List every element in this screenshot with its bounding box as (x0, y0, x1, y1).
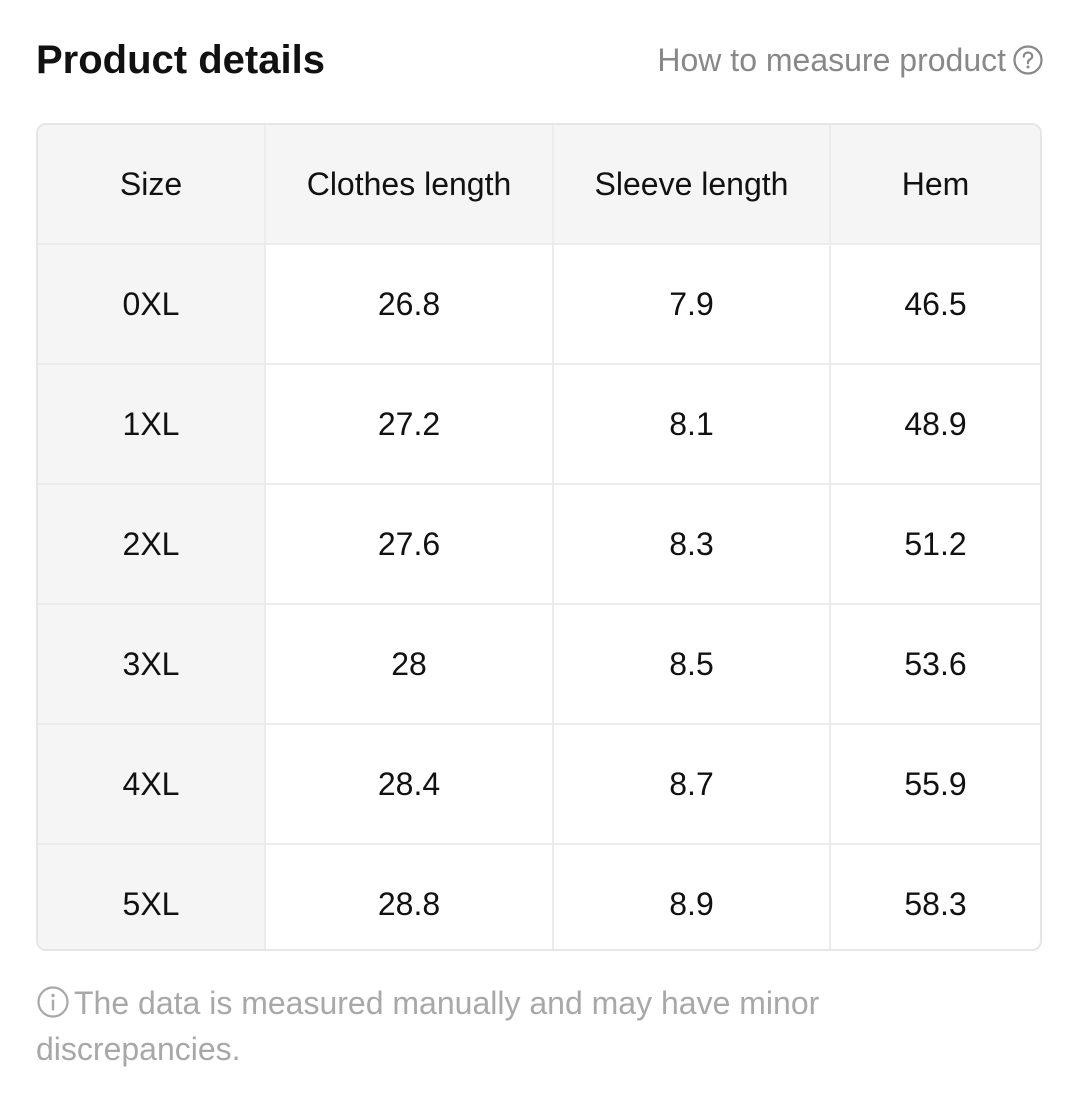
sleeve-length-cell: 8.7 (553, 724, 831, 845)
how-to-measure-label: How to measure product (657, 41, 1006, 78)
table-row: 0XL 26.8 7.9 46.5 (38, 244, 1040, 365)
table-row: 1XL 27.2 8.1 48.9 (38, 364, 1040, 485)
size-cell: 4XL (38, 724, 266, 845)
clothes-length-cell: 28 (265, 604, 554, 725)
size-cell: 5XL (38, 844, 266, 949)
column-header-clothes-length: Clothes length (265, 125, 554, 245)
table-row: 3XL 28 8.5 53.6 (38, 604, 1040, 725)
hem-cell: 53.6 (830, 604, 1040, 725)
size-table-container: Size Clothes length Sleeve length Hem 0X… (36, 123, 1042, 951)
sleeve-length-cell: 8.3 (553, 484, 831, 605)
size-cell: 3XL (38, 604, 266, 725)
sleeve-length-cell: 7.9 (553, 244, 831, 365)
hem-cell: 58.3 (904, 885, 967, 922)
clothes-length-cell: 27.2 (265, 364, 554, 485)
column-header-size: Size (38, 125, 266, 245)
question-circle-icon (1012, 44, 1044, 76)
table-row: 4XL 28.4 8.7 55.9 (38, 724, 1040, 845)
how-to-measure-link[interactable]: How to measure product (657, 42, 1044, 79)
column-header-hem: Hem (830, 125, 1040, 245)
table-row: 5XL 28.8 8.9 58.3 (38, 844, 1040, 949)
sleeve-length-cell: 8.1 (553, 364, 831, 485)
size-table: Size Clothes length Sleeve length Hem 0X… (38, 125, 1040, 949)
sleeve-length-cell: 8.9 (553, 844, 831, 949)
size-cell: 0XL (38, 244, 266, 365)
clothes-length-cell: 26.8 (265, 244, 554, 365)
hem-cell: 55.9 (830, 724, 1040, 845)
clothes-length-cell: 27.6 (265, 484, 554, 605)
measurement-disclaimer: The data is measured manually and may ha… (36, 980, 936, 1072)
size-cell: 1XL (38, 364, 266, 485)
hem-cell: 48.9 (830, 364, 1040, 485)
page-title: Product details (36, 37, 325, 82)
disclaimer-text: The data is measured manually and may ha… (36, 985, 820, 1067)
hem-cell: 51.2 (830, 484, 1040, 605)
sleeve-length-cell: 8.5 (553, 604, 831, 725)
table-header-row: Size Clothes length Sleeve length Hem (38, 125, 1040, 245)
header: Product details How to measure product (36, 30, 1044, 90)
hem-cell: 46.5 (830, 244, 1040, 365)
table-row: 2XL 27.6 8.3 51.2 (38, 484, 1040, 605)
clothes-length-cell: 28.8 (265, 844, 554, 949)
clothes-length-cell: 28.4 (265, 724, 554, 845)
column-header-sleeve-length: Sleeve length (553, 125, 831, 245)
size-cell: 2XL (38, 484, 266, 605)
info-circle-icon (36, 985, 70, 1019)
